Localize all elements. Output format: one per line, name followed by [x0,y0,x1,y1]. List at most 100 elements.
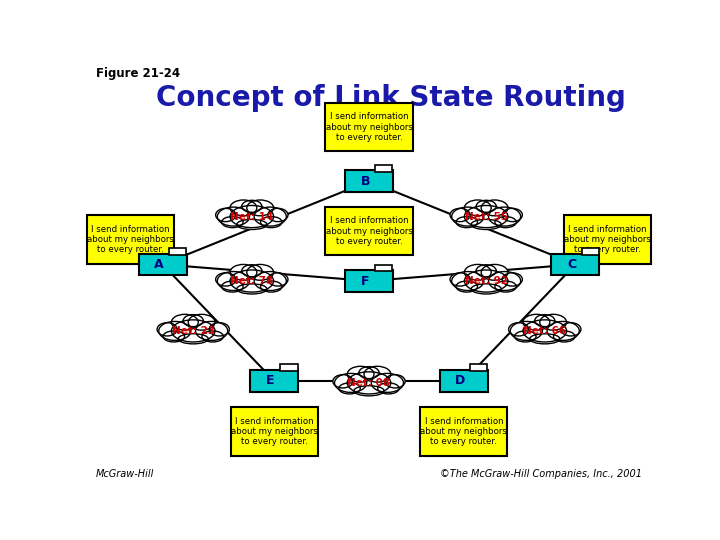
FancyBboxPatch shape [250,370,298,392]
Ellipse shape [163,331,184,342]
Ellipse shape [178,334,208,344]
Ellipse shape [547,321,580,340]
Ellipse shape [217,207,249,226]
Ellipse shape [476,200,496,212]
Ellipse shape [354,386,384,396]
Ellipse shape [268,273,288,286]
Ellipse shape [464,206,508,228]
Text: Net: 23: Net: 23 [171,326,215,336]
Text: F: F [361,274,369,287]
FancyBboxPatch shape [169,248,186,255]
Text: Figure 21-24: Figure 21-24 [96,67,180,80]
FancyBboxPatch shape [420,407,508,456]
Ellipse shape [503,273,522,286]
Ellipse shape [217,272,249,291]
Ellipse shape [216,208,235,221]
Text: I send information
about my neighbors
to every router.: I send information about my neighbors to… [87,225,174,254]
FancyBboxPatch shape [345,270,393,292]
Ellipse shape [216,273,235,286]
Ellipse shape [481,265,508,280]
Ellipse shape [489,207,521,226]
Ellipse shape [242,200,262,212]
Ellipse shape [222,217,243,228]
Text: Net: 14: Net: 14 [230,212,274,221]
FancyBboxPatch shape [345,171,393,192]
FancyBboxPatch shape [138,254,186,275]
Text: I send information
about my neighbors
to every router.: I send information about my neighbors to… [564,225,651,254]
Text: Concept of Link State Routing: Concept of Link State Routing [156,84,626,112]
Text: ©The McGraw-Hill Companies, Inc., 2001: ©The McGraw-Hill Companies, Inc., 2001 [441,469,642,478]
Ellipse shape [347,372,391,394]
Ellipse shape [261,217,282,228]
FancyBboxPatch shape [230,407,318,456]
Ellipse shape [171,314,198,330]
FancyBboxPatch shape [582,248,599,255]
Ellipse shape [450,208,470,221]
Ellipse shape [242,265,262,276]
Ellipse shape [451,207,484,226]
Ellipse shape [510,321,542,340]
FancyBboxPatch shape [552,254,600,275]
Ellipse shape [523,320,567,342]
Ellipse shape [364,366,391,382]
Ellipse shape [385,375,405,388]
FancyBboxPatch shape [564,215,651,264]
Ellipse shape [471,284,501,294]
Ellipse shape [158,321,191,340]
Ellipse shape [495,281,516,292]
Ellipse shape [456,281,477,292]
Text: B: B [361,175,370,188]
Text: E: E [266,374,275,387]
Ellipse shape [489,272,521,291]
Ellipse shape [210,323,230,336]
Text: Net: 66: Net: 66 [523,326,567,336]
Ellipse shape [183,315,203,327]
Ellipse shape [230,265,257,280]
Ellipse shape [254,272,287,291]
Ellipse shape [464,270,508,292]
Ellipse shape [171,320,215,342]
Ellipse shape [450,273,470,286]
Ellipse shape [359,367,379,379]
FancyBboxPatch shape [375,165,392,172]
Ellipse shape [464,265,491,280]
Ellipse shape [196,321,228,340]
Ellipse shape [495,217,516,228]
Ellipse shape [230,270,274,292]
Ellipse shape [372,373,403,393]
Ellipse shape [222,281,243,292]
Text: Net: 55: Net: 55 [464,212,508,221]
Ellipse shape [237,219,267,230]
Ellipse shape [530,334,560,344]
Ellipse shape [523,314,550,330]
Text: C: C [567,258,577,271]
Ellipse shape [464,200,491,216]
Ellipse shape [261,281,282,292]
Ellipse shape [237,284,267,294]
Text: I send information
about my neighbors
to every router.: I send information about my neighbors to… [230,417,318,447]
Text: I send information
about my neighbors
to every router.: I send information about my neighbors to… [325,112,413,142]
Ellipse shape [230,206,274,228]
Ellipse shape [503,208,522,221]
Ellipse shape [481,200,508,216]
FancyBboxPatch shape [325,103,413,151]
Ellipse shape [247,200,274,216]
Text: I send information
about my neighbors
to every router.: I send information about my neighbors to… [325,216,413,246]
Ellipse shape [202,331,223,342]
Ellipse shape [471,219,501,230]
Text: I send information
about my neighbors
to every router.: I send information about my neighbors to… [420,417,508,447]
Ellipse shape [451,272,484,291]
Ellipse shape [335,373,366,393]
Ellipse shape [347,366,374,382]
Ellipse shape [378,383,399,394]
Ellipse shape [339,383,360,394]
Ellipse shape [540,314,567,330]
Ellipse shape [254,207,287,226]
Text: D: D [455,374,465,387]
Ellipse shape [456,217,477,228]
FancyBboxPatch shape [375,265,392,272]
Text: A: A [154,258,163,271]
Text: Net: 08: Net: 08 [348,378,390,388]
Ellipse shape [508,323,528,336]
Ellipse shape [333,375,353,388]
